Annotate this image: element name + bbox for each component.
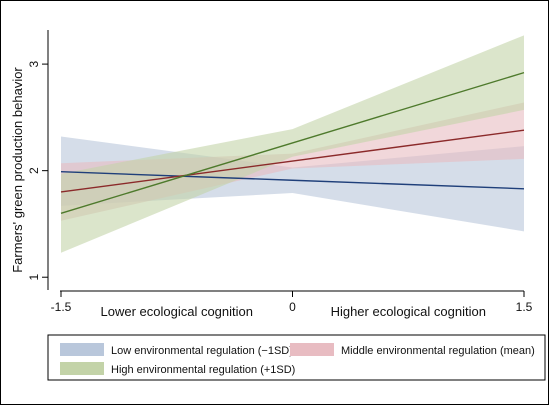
legend-box	[47, 334, 546, 381]
x-annotation: Lower ecological cognition	[101, 304, 253, 319]
y-axis-title: Farmers' green production behavior	[10, 67, 25, 273]
ci-band-3	[61, 35, 524, 253]
series-line-2	[60, 129, 525, 193]
x-tick-label: 0	[289, 300, 296, 314]
y-tick-label: 3	[27, 60, 41, 67]
y-tick-label: 2	[27, 167, 41, 174]
legend-swatch-3	[60, 362, 104, 375]
series-line-3	[60, 71, 525, 214]
legend-label-1: Low environmental regulation (−1SD)	[111, 345, 293, 357]
x-tick-label: 1.5	[516, 300, 533, 314]
series-line-1	[60, 171, 525, 190]
y-tick-label: 1	[27, 274, 41, 281]
legend-swatch-2	[290, 343, 334, 356]
legend-label-2: Middle environmental regulation (mean)	[341, 345, 535, 357]
legend-label-3: High environmental regulation (+1SD)	[111, 364, 295, 376]
x-tick-label: -1.5	[51, 300, 72, 314]
x-annotation: Higher ecological cognition	[331, 304, 486, 319]
legend-swatch-1	[60, 343, 104, 356]
